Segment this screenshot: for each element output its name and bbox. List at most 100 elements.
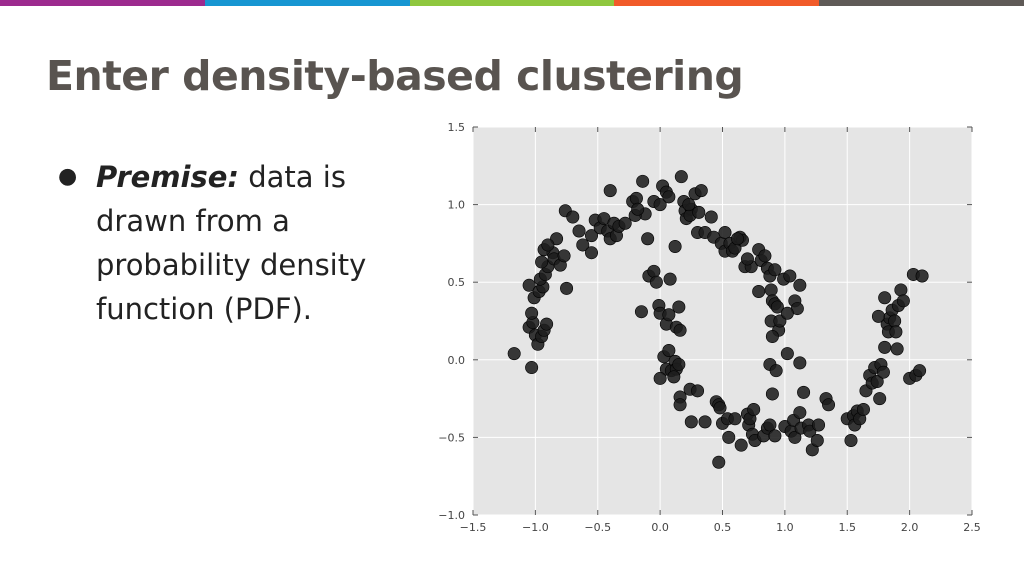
data-point [673, 323, 687, 337]
data-point [878, 340, 892, 354]
data-point [913, 364, 927, 378]
data-point [674, 170, 688, 184]
data-point [844, 434, 858, 448]
data-point [540, 317, 554, 331]
data-point [704, 210, 718, 224]
top-color-bar [0, 0, 1024, 6]
data-point [641, 232, 655, 246]
data-point [682, 198, 696, 212]
x-tick-label: 2.5 [963, 521, 981, 534]
data-point [603, 184, 617, 198]
data-point [812, 418, 826, 432]
data-point [764, 283, 778, 297]
data-point [896, 294, 910, 308]
x-tick-label: 1.0 [776, 521, 794, 534]
data-point [572, 224, 586, 238]
data-point [793, 278, 807, 292]
data-point [694, 184, 708, 198]
data-point [769, 364, 783, 378]
data-point [793, 406, 807, 420]
data-point [768, 429, 782, 443]
data-point [728, 412, 742, 426]
top-bar-segment [819, 0, 1024, 6]
data-point [713, 401, 727, 415]
data-point [734, 438, 748, 452]
data-point [783, 269, 797, 283]
data-point [758, 249, 772, 263]
data-point [576, 238, 590, 252]
data-point [585, 229, 599, 243]
data-point [797, 385, 811, 399]
data-point [629, 191, 643, 205]
data-point [722, 430, 736, 444]
data-point [668, 240, 682, 254]
data-point [712, 455, 726, 469]
data-point [636, 174, 650, 188]
data-point [698, 415, 712, 429]
x-tick-label: 0.5 [714, 521, 732, 534]
data-point [730, 232, 744, 246]
data-point [618, 216, 632, 230]
data-point [557, 249, 571, 263]
data-point [631, 202, 645, 216]
data-point [662, 308, 676, 322]
data-point [856, 402, 870, 416]
data-point [718, 226, 732, 240]
data-point [691, 384, 705, 398]
data-point [585, 246, 599, 260]
data-point [649, 275, 663, 289]
data-point [780, 306, 794, 320]
y-tick-label: 1.0 [448, 199, 466, 212]
x-tick-label: 1.5 [839, 521, 857, 534]
data-point [768, 263, 782, 277]
top-bar-segment [409, 0, 615, 6]
data-point [566, 210, 580, 224]
data-point [915, 269, 929, 283]
data-point [871, 309, 885, 323]
data-point [763, 418, 777, 432]
x-tick-label: −1.0 [522, 521, 549, 534]
data-point [662, 190, 676, 204]
data-point [673, 398, 687, 412]
data-point [765, 330, 779, 344]
top-bar-segment [614, 0, 820, 6]
data-point [780, 347, 794, 361]
y-tick-label: 0.0 [448, 354, 466, 367]
data-point [740, 252, 754, 266]
bullet-text: Premise: data is drawn from a probabilit… [96, 155, 416, 331]
data-point [890, 342, 904, 356]
data-point [692, 205, 706, 219]
data-point [653, 371, 667, 385]
y-tick-label: 1.5 [448, 121, 466, 134]
data-point [747, 402, 761, 416]
axis-ticks: −1.5 −1.0 −0.5 0.0 0.5 1.0 1.5 2.0 2.5−1.0−0.50.… [438, 121, 980, 534]
data-point [525, 306, 539, 320]
top-bar-segment [204, 0, 410, 6]
data-point [672, 300, 686, 314]
y-tick-label: −0.5 [438, 431, 465, 444]
data-point [894, 283, 908, 297]
data-point [672, 357, 686, 371]
data-point [876, 365, 890, 379]
x-tick-label: 0.0 [651, 521, 669, 534]
data-point [889, 325, 903, 339]
bullet-dot-icon: ● [58, 164, 78, 189]
data-point [525, 361, 539, 375]
data-point [788, 430, 802, 444]
x-tick-label: −1.5 [460, 521, 487, 534]
data-points [507, 170, 929, 469]
data-point [793, 356, 807, 370]
data-point [810, 434, 824, 448]
data-point [870, 375, 884, 389]
data-point [663, 272, 677, 286]
data-point [822, 398, 836, 412]
y-tick-label: −1.0 [438, 509, 465, 522]
data-point [535, 255, 549, 269]
data-point [560, 281, 574, 295]
x-tick-label: 2.0 [901, 521, 919, 534]
data-point [684, 415, 698, 429]
data-point [873, 392, 887, 406]
y-tick-label: 0.5 [448, 276, 466, 289]
data-point [647, 264, 661, 278]
